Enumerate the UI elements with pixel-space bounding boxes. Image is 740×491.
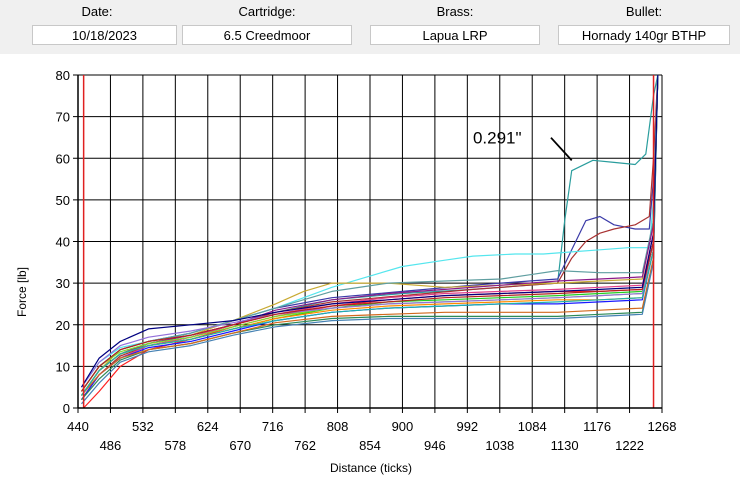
- x-tick-label: 716: [262, 419, 284, 434]
- series-line-18: [81, 74, 659, 392]
- x-tick-label: 762: [294, 438, 316, 453]
- x-tick-label: 1084: [518, 419, 547, 434]
- tick-labels-layer: 0 10 20 30 40 50 60 70 80 440 532 624 716 808 900 992 10…: [56, 68, 677, 453]
- y-tick-label: 30: [56, 276, 70, 291]
- brass-label: Brass:: [436, 4, 474, 19]
- force-distance-chart: 0 10 20 30 40 50 60 70 80 440 532 624 716 808 900 992 10…: [15, 68, 677, 475]
- cartridge-label: Cartridge:: [238, 4, 296, 19]
- y-axis-title: Force [lb]: [15, 267, 29, 317]
- x-tick-label: 1176: [583, 419, 611, 434]
- x-tick-label: 992: [456, 419, 478, 434]
- series-line-8: [81, 74, 659, 401]
- date-label: Date:: [81, 4, 113, 19]
- x-tick-label: 900: [392, 419, 414, 434]
- x-tick-label: 808: [327, 419, 349, 434]
- x-tick-label: 440: [67, 419, 89, 434]
- x-tick-label: 578: [164, 438, 186, 453]
- y-tick-label: 10: [56, 359, 70, 374]
- annotation-layer: 0.291": [473, 129, 573, 161]
- x-tick-label: 946: [424, 438, 446, 453]
- series-line-14: [81, 74, 659, 388]
- x-tick-label: 854: [359, 438, 381, 453]
- date-value-box[interactable]: 10/18/2023: [32, 25, 177, 45]
- axis-layer: [73, 74, 663, 413]
- x-tick-label: 532: [132, 419, 154, 434]
- y-tick-label: 70: [56, 110, 70, 125]
- grid-layer: [77, 74, 663, 409]
- annotation-pointer: [550, 137, 573, 161]
- brass-value-box[interactable]: Lapua LRP: [370, 25, 540, 45]
- bullet-label: Bullet:: [625, 4, 663, 19]
- cartridge-value-box[interactable]: 6.5 Creedmoor: [182, 25, 352, 45]
- x-tick-label: 670: [229, 438, 251, 453]
- series-line-16: [81, 74, 659, 396]
- y-tick-label: 80: [56, 68, 70, 83]
- header-bar: Date: 10/18/2023 Cartridge: 6.5 Creedmoo…: [0, 0, 740, 52]
- x-tick-label: 1268: [648, 419, 677, 434]
- series-line-20: [80, 74, 659, 388]
- series-line-15: [81, 74, 659, 401]
- date-field: Date: 10/18/2023: [12, 4, 182, 45]
- x-tick-label: 1038: [485, 438, 514, 453]
- y-tick-label: 40: [56, 235, 70, 250]
- brass-field: Brass: Lapua LRP: [370, 4, 540, 45]
- y-tick-label: 60: [56, 151, 70, 166]
- y-tick-label: 20: [56, 318, 70, 333]
- series-line-19: [81, 74, 659, 396]
- series-layer: [80, 74, 659, 409]
- x-tick-label: 624: [197, 419, 219, 434]
- x-tick-label: 486: [100, 438, 122, 453]
- reference-lines-layer: [82, 75, 655, 408]
- series-line-17: [81, 74, 659, 405]
- x-axis-title: Distance (ticks): [330, 461, 412, 475]
- annotation-label: 0.291": [473, 129, 522, 148]
- y-tick-label: 0: [63, 401, 70, 416]
- cartridge-field: Cartridge: 6.5 Creedmoor: [182, 4, 352, 45]
- x-tick-label: 1130: [551, 438, 579, 453]
- x-tick-label: 1222: [615, 438, 644, 453]
- chart-area: 0 10 20 30 40 50 60 70 80 440 532 624 716 808 900 992 10…: [0, 54, 740, 491]
- series-line-7: [81, 74, 659, 396]
- bullet-field: Bullet: Hornady 140gr BTHP: [558, 4, 730, 45]
- y-tick-label: 50: [56, 193, 70, 208]
- bullet-value-box[interactable]: Hornady 140gr BTHP: [558, 25, 730, 45]
